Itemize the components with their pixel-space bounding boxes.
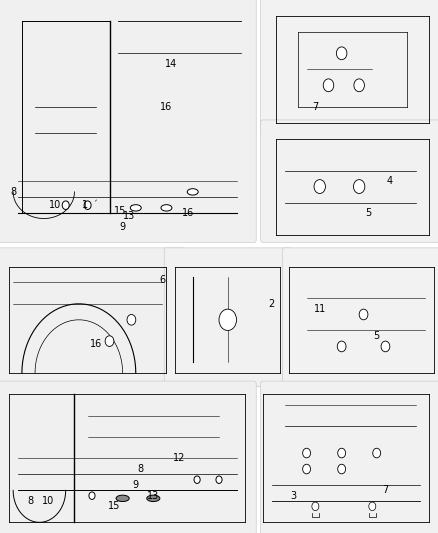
Text: 1: 1 (82, 200, 88, 210)
Circle shape (336, 47, 347, 60)
Circle shape (353, 180, 365, 193)
Text: 16: 16 (182, 208, 194, 218)
Text: 16: 16 (160, 102, 173, 111)
Circle shape (359, 309, 368, 320)
Text: 10: 10 (42, 496, 54, 506)
Circle shape (314, 180, 325, 193)
Text: 8: 8 (137, 464, 143, 474)
Ellipse shape (147, 495, 160, 502)
Circle shape (303, 464, 311, 474)
FancyBboxPatch shape (261, 381, 438, 533)
FancyBboxPatch shape (0, 248, 186, 386)
Text: 8: 8 (10, 187, 16, 197)
Text: 4: 4 (387, 176, 393, 186)
Text: 9: 9 (133, 480, 139, 490)
Text: 3: 3 (290, 491, 297, 500)
Text: 8: 8 (28, 496, 34, 506)
Text: 12: 12 (173, 454, 186, 463)
Circle shape (338, 448, 346, 458)
Text: 9: 9 (120, 222, 126, 231)
Circle shape (373, 448, 381, 458)
Text: 13: 13 (147, 491, 159, 500)
Text: 2: 2 (268, 299, 275, 309)
Text: 13: 13 (123, 211, 135, 221)
FancyBboxPatch shape (164, 248, 291, 386)
Text: 5: 5 (365, 208, 371, 218)
Circle shape (84, 201, 91, 209)
Circle shape (105, 336, 114, 346)
Circle shape (62, 201, 69, 209)
Text: 16: 16 (90, 339, 102, 349)
Circle shape (219, 309, 237, 330)
Text: 5: 5 (374, 331, 380, 341)
Text: 14: 14 (165, 59, 177, 69)
Ellipse shape (116, 495, 129, 502)
Text: 7: 7 (312, 102, 318, 111)
Text: 7: 7 (382, 486, 389, 495)
Circle shape (216, 476, 222, 483)
Text: 11: 11 (314, 304, 326, 314)
Ellipse shape (187, 189, 198, 195)
Ellipse shape (131, 205, 141, 211)
Ellipse shape (161, 205, 172, 211)
Circle shape (323, 79, 334, 92)
Text: 15: 15 (114, 206, 127, 215)
Text: 15: 15 (108, 502, 120, 511)
Text: 6: 6 (159, 275, 165, 285)
FancyBboxPatch shape (261, 0, 438, 136)
FancyBboxPatch shape (261, 120, 438, 243)
Circle shape (194, 476, 200, 483)
Circle shape (303, 448, 311, 458)
Circle shape (337, 341, 346, 352)
Text: 10: 10 (49, 200, 61, 210)
FancyBboxPatch shape (283, 248, 438, 386)
FancyBboxPatch shape (0, 381, 256, 533)
Circle shape (89, 492, 95, 499)
Circle shape (369, 502, 376, 511)
FancyBboxPatch shape (0, 0, 256, 243)
Circle shape (338, 464, 346, 474)
Circle shape (354, 79, 364, 92)
Circle shape (312, 502, 319, 511)
Circle shape (127, 314, 136, 325)
Circle shape (381, 341, 390, 352)
